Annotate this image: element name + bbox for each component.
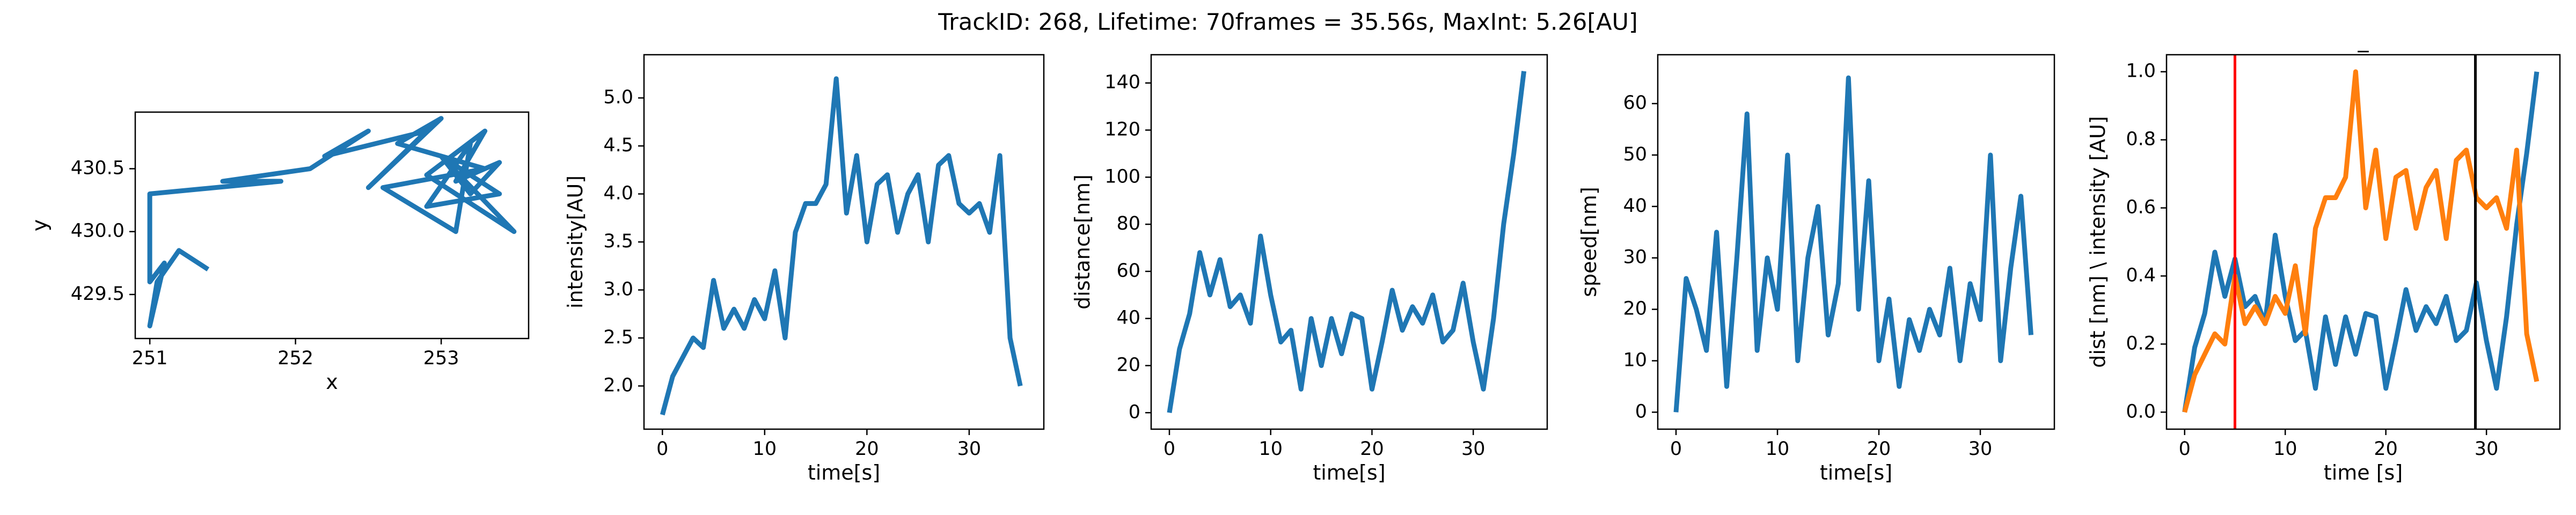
y-tick-label: 1.0 [2126, 61, 2156, 82]
panel: 0 10 20 30 2.0 2.5 3.0 3.5 4.0 4.5 5.0 time[s] inten… [564, 54, 1045, 484]
panel: 0 10 20 30 0.0 0.2 0.4 0.6 0.8 1.0 time [s] dist [n… [2086, 28, 2561, 484]
x-tick-label: 0 [2179, 438, 2191, 460]
x-axis-label: time[s] [1820, 461, 1892, 484]
x-axis-label: time[s] [808, 461, 880, 484]
y-tick-label: 4.5 [603, 135, 633, 156]
x-tick-label: 251 [132, 348, 168, 369]
data-line [2182, 69, 2540, 413]
y-tick-label: 0.8 [2126, 129, 2156, 150]
x-tick-label: 10 [753, 438, 777, 460]
y-axis-label: speed[nm] [1577, 187, 1601, 297]
axes-frame [1150, 54, 1548, 430]
axes-frame [1657, 54, 2055, 430]
data-line [1167, 71, 1527, 414]
y-tick-label: 140 [1104, 72, 1140, 93]
y-tick-label: 60 [1116, 260, 1140, 282]
y-tick-label: 2.5 [603, 327, 633, 348]
panel: 251 252 253 429.5 430.0 430.5 x y [28, 111, 530, 394]
x-axis-label: time[s] [1313, 461, 1385, 484]
x-tick-label: 0 [656, 438, 668, 460]
x-tick-label: 20 [855, 438, 879, 460]
x-tick-label: 30 [957, 438, 982, 460]
y-axis-label: intensity[AU] [564, 175, 587, 308]
data-line [2182, 71, 2540, 413]
y-tick-label: 20 [1623, 298, 1647, 320]
x-tick-label: 30 [2475, 438, 2499, 460]
x-tick-label: 253 [423, 348, 459, 369]
x-tick-label: 20 [1360, 438, 1384, 460]
y-tick-label: 40 [1623, 195, 1647, 217]
y-tick-label: 120 [1104, 119, 1140, 140]
x-tick-label: 252 [277, 348, 313, 369]
panel: 0 10 20 30 0 20 40 60 80 100 120 140 time[s] distance… [1071, 54, 1548, 484]
y-tick-label: 0.6 [2126, 197, 2156, 218]
y-tick-label: 0.4 [2126, 264, 2156, 286]
y-tick-label: 50 [1623, 144, 1647, 165]
x-tick-label: 30 [1461, 438, 1485, 460]
x-tick-label: 0 [1670, 438, 1682, 460]
y-tick-label: 430.5 [71, 158, 125, 179]
y-tick-label: 100 [1104, 166, 1140, 187]
y-tick-label: 0 [1129, 401, 1140, 423]
y-tick-label: 40 [1116, 307, 1140, 329]
y-tick-label: 0.2 [2126, 333, 2156, 354]
panel-title: _ [2358, 28, 2369, 53]
y-tick-label: 0 [1635, 401, 1647, 422]
y-axis-label: distance[nm] [1071, 174, 1094, 310]
data-line [147, 116, 517, 329]
axes-frame [2165, 54, 2561, 430]
y-tick-label: 3.5 [603, 231, 633, 252]
figure-title: TrackID: 268, Lifetime: 70frames = 35.56… [938, 9, 1638, 36]
y-tick-label: 80 [1116, 213, 1140, 234]
x-tick-label: 30 [1968, 438, 1993, 460]
x-tick-label: 10 [1258, 438, 1283, 460]
y-tick-label: 3.0 [603, 278, 633, 300]
y-tick-label: 5.0 [603, 87, 633, 108]
data-line [1673, 75, 2033, 413]
x-tick-label: 10 [1766, 438, 1790, 460]
y-tick-label: 30 [1623, 247, 1647, 268]
y-axis-label: y [28, 219, 52, 232]
x-tick-label: 0 [1163, 438, 1175, 460]
x-axis-label: x [326, 370, 338, 394]
y-tick-label: 430.0 [71, 220, 125, 242]
panel: 0 10 20 30 0 10 20 30 40 50 60 time[s] speed[nm] [1577, 54, 2055, 484]
x-tick-label: 20 [2374, 438, 2398, 460]
x-tick-label: 10 [2273, 438, 2297, 460]
y-tick-label: 60 [1623, 92, 1647, 114]
y-tick-label: 0.0 [2126, 401, 2156, 422]
data-line [660, 76, 1023, 416]
x-tick-label: 20 [1867, 438, 1891, 460]
x-axis-label: time [s] [2324, 461, 2403, 484]
y-tick-label: 2.0 [603, 374, 633, 396]
y-tick-label: 10 [1623, 349, 1647, 371]
y-axis-label: dist [nm] \ intensity [AU] [2086, 116, 2110, 367]
y-tick-label: 4.0 [603, 183, 633, 204]
y-tick-label: 429.5 [71, 283, 125, 305]
y-tick-label: 20 [1116, 354, 1140, 376]
axes-frame [134, 111, 530, 340]
